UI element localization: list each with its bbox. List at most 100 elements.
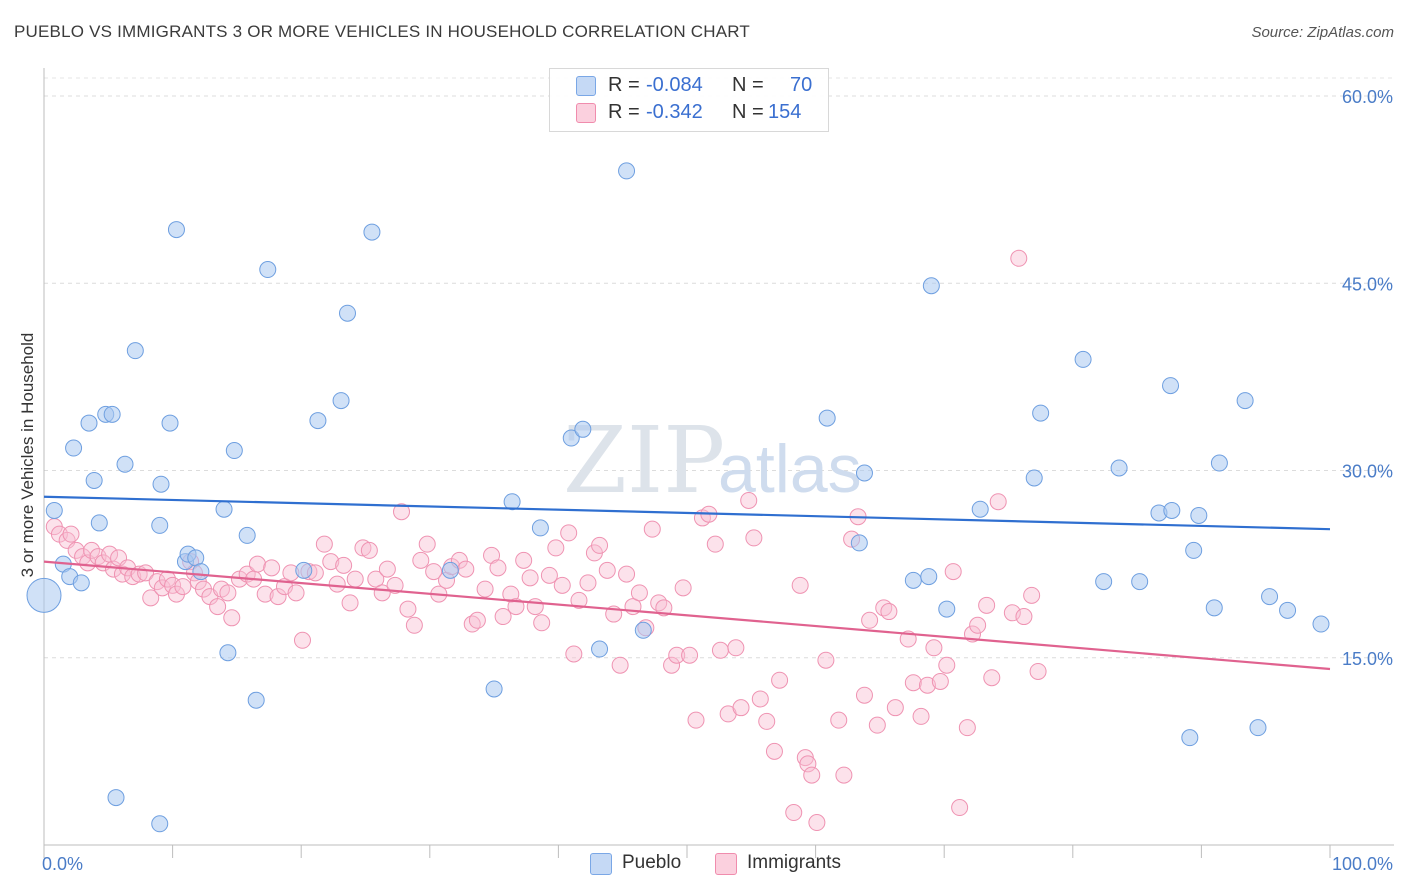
pueblo-point [151,815,169,833]
pueblo-point [618,162,636,180]
immigrants-point [67,541,85,559]
immigrants-point [153,579,171,597]
pueblo-n-value: 70 [790,74,813,96]
immigrants-point [248,555,266,573]
immigrants-point [969,616,987,634]
immigrants-point [476,580,494,598]
immigrants-trend-line [43,560,1331,671]
pueblo-point [818,409,836,427]
y-tick-label: 60.0% [1342,87,1393,107]
pueblo-point [116,455,134,473]
pueblo-point [338,304,356,322]
immigrants-point [393,503,411,521]
immigrants-point [808,814,826,832]
immigrants-point [830,711,848,729]
pueblo-point [26,577,62,613]
immigrants-point [1015,608,1033,626]
immigrants-point [983,669,1001,687]
immigrants-point [547,539,565,557]
immigrants-point [618,565,636,583]
stats-legend: R = -0.084 N = 70 R = -0.342 N = 154 [549,68,829,132]
immigrants-point [751,690,769,708]
immigrants-point [668,646,686,664]
bottom-immigrants-label: Immigrants [747,852,841,873]
x-tick-label: 0.0% [42,854,83,874]
pueblo-point [90,514,108,532]
immigrants-point [457,560,475,578]
pueblo-point [1032,404,1050,422]
pueblo-point [531,519,549,537]
immigrants-point [367,570,385,588]
immigrants-point [263,559,281,577]
pueblo-point [441,561,459,579]
pueblo-point [107,789,125,807]
immigrants-point [293,631,311,649]
immigrants-point [256,585,274,603]
pueblo-point [80,414,98,432]
immigrants-point [925,639,943,657]
pueblo-point [151,516,169,534]
immigrants-point [938,656,956,674]
immigrants-point [681,646,699,664]
immigrants-point [489,559,507,577]
immigrants-point [855,686,873,704]
pueblo-n-label: N = [732,74,764,96]
immigrants-point [904,674,922,692]
immigrants-point [803,766,821,784]
pueblo-points [26,162,1330,833]
pueblo-point [225,442,243,460]
pueblo-point [295,561,313,579]
immigrants-point [412,551,430,569]
pueblo-point [485,680,503,698]
immigrants-point [958,719,976,737]
pueblo-point [1074,350,1092,368]
pueblo-point [126,342,144,360]
immigrants-point [630,584,648,602]
immigrants-point [418,535,436,553]
pueblo-point [1025,469,1043,487]
immigrants-point [425,563,443,581]
pueblo-point [1249,719,1267,737]
pueblo-point [1162,377,1180,395]
immigrants-point [405,616,423,634]
immigrants-point [540,566,558,584]
trend-lines [43,495,1331,671]
pueblo-point [855,464,873,482]
axes [43,68,1394,858]
pueblo-point [503,493,521,511]
pueblo-point [1261,588,1279,606]
immigrants-point [83,541,101,559]
immigrants-point [142,589,160,607]
pueblo-point [363,223,381,241]
pueblo-point [920,568,938,586]
pueblo-point [1095,573,1113,591]
immigrants-point [378,560,396,578]
immigrants-point [880,603,898,621]
immigrants-point [219,584,237,602]
immigrants-point [223,609,241,627]
pueblo-point [85,471,103,489]
immigrants-point [611,656,629,674]
y-tick-label: 30.0% [1342,462,1393,482]
immigrants-point [269,588,287,606]
pueblo-point [238,526,256,544]
immigrants-point [835,766,853,784]
immigrants-point [174,578,192,596]
y-tick-label: 45.0% [1342,274,1393,294]
immigrants-point [706,535,724,553]
immigrants-point [886,699,904,717]
pueblo-point [971,500,989,518]
watermark-atlas: atlas [718,431,862,507]
immigrants-point [868,716,886,734]
immigrants-point [533,614,551,632]
immigrants-point [799,755,817,773]
pueblo-r-value: -0.084 [646,74,703,96]
tick-labels: 15.0% 30.0% 45.0% 60.0% 0.0% 100.0% [42,87,1393,874]
pueblo-point [65,439,83,457]
immigrants-point [740,491,758,509]
y-tick-label: 15.0% [1342,649,1393,669]
pueblo-point [562,429,580,447]
immigrants-point [655,599,673,617]
immigrants-point [951,799,969,817]
